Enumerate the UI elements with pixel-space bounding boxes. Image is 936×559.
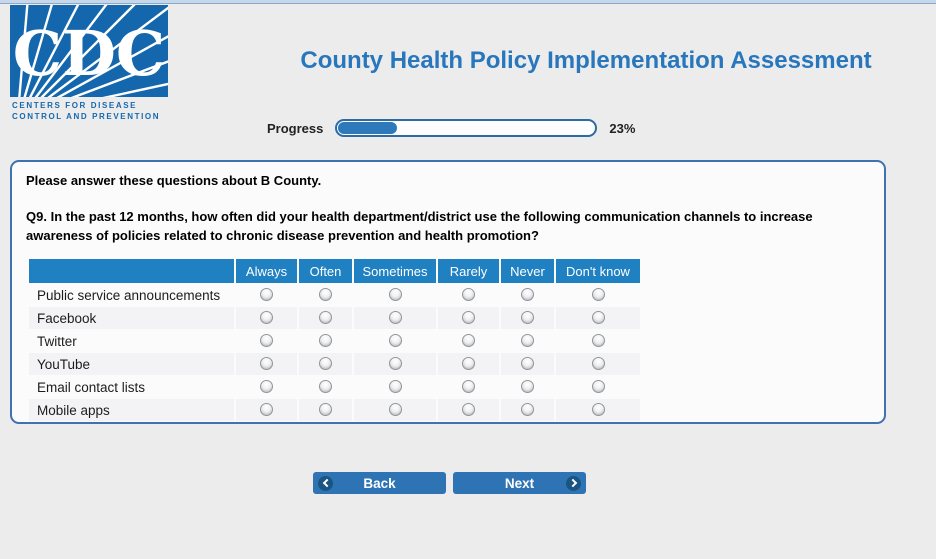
progress-section: Progress 23% [267,119,635,137]
radio-mobile-apps-often[interactable] [319,403,332,417]
svg-text:CDC: CDC [13,17,165,90]
progress-percent: 23% [609,120,636,136]
row-label: Public service announcements [37,287,221,303]
question-panel: Please answer these questions about B Co… [10,160,886,424]
navigation-buttons: Back Next [313,472,586,494]
radio-youtube-sometimes[interactable] [388,357,402,371]
progress-label: Progress [267,120,324,136]
next-button-label: Next [504,475,535,491]
top-border [0,0,936,4]
back-button-label: Back [363,475,396,491]
back-button[interactable]: Back [313,472,446,494]
radio-mobile-apps-always[interactable] [260,403,273,417]
progress-fill [338,122,398,134]
radio-mobile-apps-rarely[interactable] [462,403,475,417]
radio-mobile-apps-sometimes[interactable] [388,403,402,417]
radio-youtube-rarely[interactable] [462,357,475,371]
radio-public-service-announcements-sometimes[interactable] [388,288,402,302]
radio-youtube-always[interactable] [260,357,273,371]
question-matrix-table: Always Often Sometimes Rarely Never Don't kno… [27,258,642,422]
radio-public-service-announcements-never[interactable] [521,288,534,302]
radio-twitter-never[interactable] [521,334,534,348]
page-title: County Health Policy Implementation Asse… [300,47,872,74]
column-header-sometimes: Sometimes [354,259,436,283]
next-button[interactable]: Next [453,472,586,494]
logo-line1: CENTERS FOR DISEASE [12,101,138,110]
matrix-corner-cell [29,259,234,283]
column-header-rarely: Rarely [438,259,499,283]
cdc-logo-mark: CDC [10,5,168,97]
table-row-public-service-announcements: Public service announcements [29,284,640,306]
radio-email-contact-lists-rarely[interactable] [462,380,475,394]
column-header-always: Always [236,259,297,283]
matrix-header-row: Always Often Sometimes Rarely Never Don't kno… [29,259,640,283]
progress-bar [335,119,598,137]
column-header-often: Often [299,259,352,283]
radio-youtube-don-t-know[interactable] [591,357,605,371]
question-text: Q9. In the past 12 months, how often did… [26,207,872,245]
radio-youtube-never[interactable] [521,357,534,371]
row-label: Email contact lists [37,379,146,395]
radio-email-contact-lists-don-t-know[interactable] [591,380,605,394]
table-row-youtube: YouTube [29,353,640,375]
radio-mobile-apps-never[interactable] [521,403,534,417]
radio-twitter-always[interactable] [260,334,273,348]
radio-email-contact-lists-always[interactable] [260,380,273,394]
chevron-left-circle-icon [318,475,333,491]
radio-email-contact-lists-never[interactable] [521,380,534,394]
radio-facebook-rarely[interactable] [462,311,475,325]
radio-email-contact-lists-sometimes[interactable] [388,380,402,394]
row-label: YouTube [29,353,234,375]
radio-public-service-announcements-rarely[interactable] [462,288,475,302]
chevron-right-circle-icon [566,475,581,491]
table-row-facebook: Facebook [29,307,640,329]
row-label: Twitter [37,333,77,349]
radio-mobile-apps-don-t-know[interactable] [591,403,605,417]
radio-public-service-announcements-don-t-know[interactable] [591,288,605,302]
radio-youtube-often[interactable] [319,357,332,371]
row-label: Mobile apps [29,399,234,421]
radio-public-service-announcements-always[interactable] [260,288,273,302]
radio-twitter-sometimes[interactable] [388,334,402,348]
table-row-mobile-apps: Mobile apps [29,399,640,421]
radio-facebook-never[interactable] [521,311,534,325]
radio-twitter-don-t-know[interactable] [591,334,605,348]
column-header-never: Never [501,259,554,283]
radio-facebook-sometimes[interactable] [388,311,402,325]
cdc-logo: CDC CENTERS FOR DISEASE CONTROL AND PREV… [10,5,168,122]
table-row-email-contact-lists: Email contact lists [29,376,640,398]
question-number: Q9. [26,209,47,224]
radio-facebook-often[interactable] [319,311,332,325]
intro-text: Please answer these questions about B Co… [26,173,322,188]
logo-line2: CONTROL AND PREVENTION [12,112,161,121]
table-row-twitter: Twitter [29,330,640,352]
radio-facebook-don-t-know[interactable] [591,311,605,325]
radio-public-service-announcements-often[interactable] [319,288,332,302]
radio-facebook-always[interactable] [260,311,273,325]
row-label: Facebook [29,307,234,329]
radio-twitter-often[interactable] [319,334,332,348]
radio-email-contact-lists-often[interactable] [319,380,332,394]
radio-twitter-rarely[interactable] [462,334,475,348]
column-header-don-t-know: Don't know [556,259,640,283]
question-body: In the past 12 months, how often did you… [26,209,813,243]
